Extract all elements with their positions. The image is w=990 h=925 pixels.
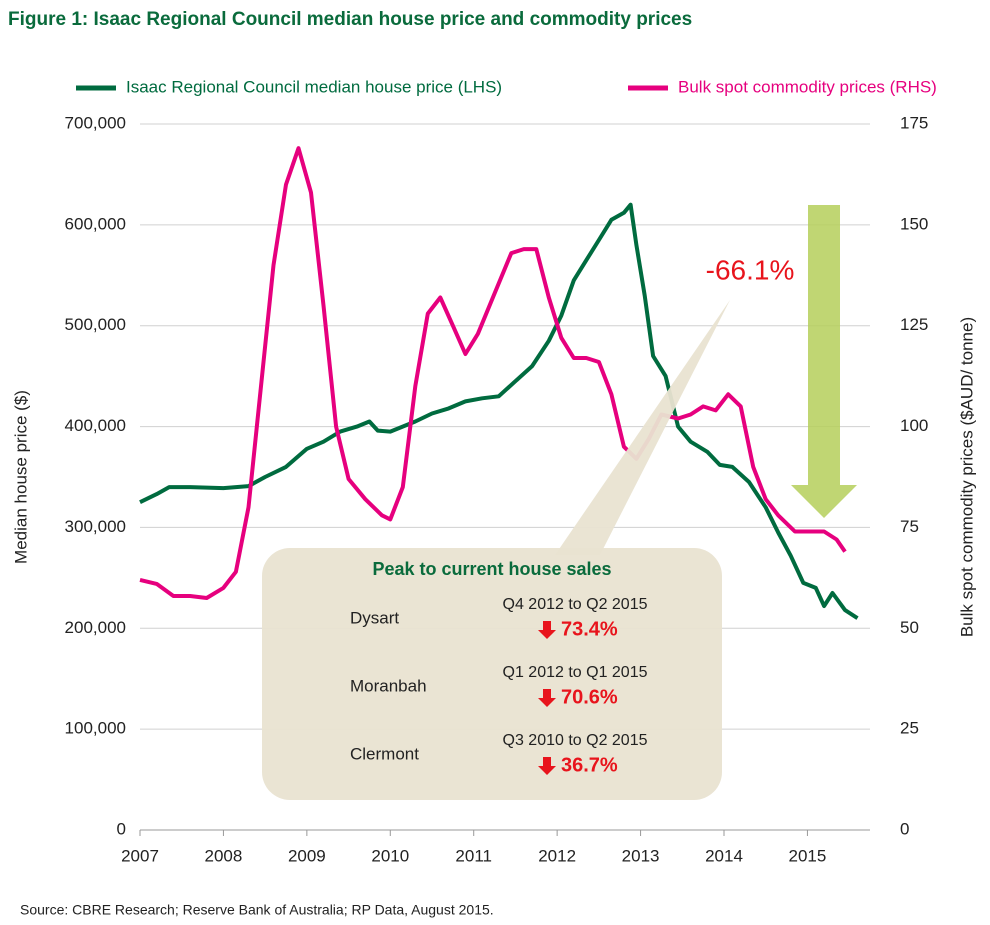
legend-label: Isaac Regional Council median house pric… xyxy=(126,77,502,96)
y2-axis-label: Bulk spot commodity prices ($AUD/ tonne) xyxy=(957,317,976,637)
down-arrow xyxy=(538,757,556,775)
chart-title: Figure 1: Isaac Regional Council median … xyxy=(8,9,692,30)
callout-title: Peak to current house sales xyxy=(372,559,611,579)
y-tick-label: 200,000 xyxy=(65,618,126,637)
x-tick-label: 2015 xyxy=(789,846,827,865)
callout-period: Q3 2010 to Q2 2015 xyxy=(503,732,648,749)
y-axis-label: Median house price ($) xyxy=(11,390,30,564)
y2-tick-label: 150 xyxy=(900,214,928,233)
annotation: -66.1% xyxy=(706,254,795,285)
y-tick-label: 500,000 xyxy=(65,315,126,334)
callout-box xyxy=(262,548,722,800)
x-tick-label: 2009 xyxy=(288,846,326,865)
callout: Peak to current house sales xyxy=(262,300,730,800)
y-tick-label: 600,000 xyxy=(65,214,126,233)
callout-change: 73.4% xyxy=(561,618,618,640)
x-tick-label: 2013 xyxy=(622,846,660,865)
y2-tick-label: 100 xyxy=(900,416,928,435)
decline-arrow xyxy=(791,205,857,518)
callout-period: Q1 2012 to Q1 2015 xyxy=(503,664,648,681)
y-tick-label: 700,000 xyxy=(65,113,126,132)
legend-label: Bulk spot commodity prices (RHS) xyxy=(678,77,937,96)
x-tick-label: 2012 xyxy=(538,846,576,865)
x-tick-label: 2007 xyxy=(121,846,159,865)
callout-change: 70.6% xyxy=(561,686,618,708)
x-tick-label: 2008 xyxy=(205,846,243,865)
line-series xyxy=(139,202,859,620)
y2-tick-label: 175 xyxy=(900,113,928,132)
down-arrow xyxy=(538,689,556,707)
y-tick-label: 0 xyxy=(117,819,126,838)
callout-change: 36.7% xyxy=(561,754,618,776)
y-tick-label: 300,000 xyxy=(65,517,126,536)
x-tick-label: 2010 xyxy=(371,846,409,865)
y2-tick-label: 125 xyxy=(900,315,928,334)
y2-tick-label: 25 xyxy=(900,719,919,738)
down-arrow xyxy=(538,621,556,639)
x-tick-label: 2014 xyxy=(705,846,743,865)
plot-area: 0 100,000 200,000 300,000 400,000 500,000 600,… xyxy=(65,113,929,865)
y-tick-label: 400,000 xyxy=(65,416,126,435)
callout-place: Clermont xyxy=(350,744,419,763)
callout-place: Dysart xyxy=(350,608,399,627)
line-series xyxy=(139,146,847,600)
y2-tick-label: 0 xyxy=(900,819,909,838)
y2-tick-label: 75 xyxy=(900,517,919,536)
x-tick-label: 2011 xyxy=(455,846,492,865)
callout-place: Moranbah xyxy=(350,676,427,695)
y-tick-label: 100,000 xyxy=(65,719,126,738)
callout-pointer xyxy=(555,300,730,555)
callout-period: Q4 2012 to Q2 2015 xyxy=(503,596,648,613)
y2-tick-label: 50 xyxy=(900,618,919,637)
source: Source: CBRE Research; Reserve Bank of A… xyxy=(20,902,494,918)
